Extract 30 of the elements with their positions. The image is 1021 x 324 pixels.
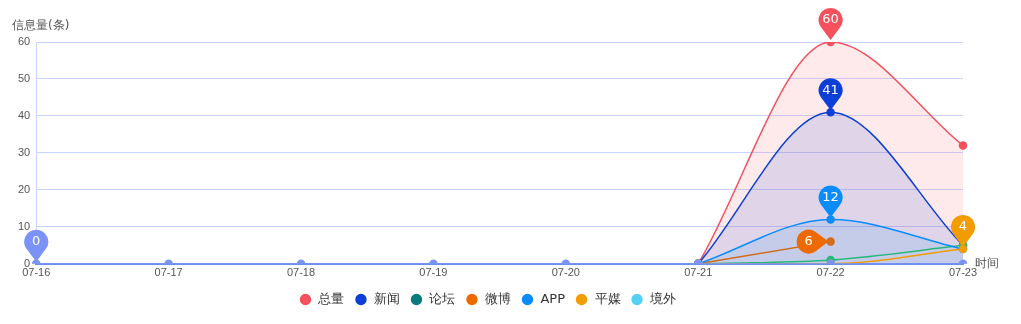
x-tick-label: 07-21 xyxy=(684,266,713,279)
y-tick-label: 40 xyxy=(17,108,31,121)
legend-label: APP xyxy=(540,290,566,306)
y-tick-label: 50 xyxy=(17,72,31,84)
legend-label: 论坛 xyxy=(429,290,456,306)
x-tick-label: 07-20 xyxy=(551,266,580,279)
x-tick-label: 07-17 xyxy=(154,266,183,279)
x-axis-title: 时间 xyxy=(975,255,999,270)
y-tick-label: 30 xyxy=(17,145,31,158)
annotation: 0 xyxy=(32,233,41,249)
y-tick-label: 0 xyxy=(24,256,31,269)
x-tick-label: 07-19 xyxy=(419,266,448,279)
x-tick-label: 07-23 xyxy=(948,266,978,279)
x-tick-label: 07-18 xyxy=(286,266,316,279)
x-tick-label: 07-16 xyxy=(22,266,51,279)
y-tick-label: 20 xyxy=(17,182,31,195)
legend-label: 总量 xyxy=(317,290,345,306)
annotation: 41 xyxy=(822,81,839,97)
y-axis-title: 信息量(条) xyxy=(12,18,70,33)
annotation: 4 xyxy=(958,218,968,234)
legend-label: 新闻 xyxy=(373,290,400,306)
legend-label: 微博 xyxy=(484,290,511,306)
annotation: 60 xyxy=(822,11,839,27)
y-tick-label: 60 xyxy=(17,35,31,48)
annotation: 12 xyxy=(822,188,839,204)
y-tick-label: 10 xyxy=(17,219,31,232)
legend-label: 平媒 xyxy=(594,290,621,306)
annotation: 6 xyxy=(804,232,813,248)
x-tick-label: 07-22 xyxy=(816,266,845,279)
legend-label: 境外 xyxy=(649,290,677,306)
